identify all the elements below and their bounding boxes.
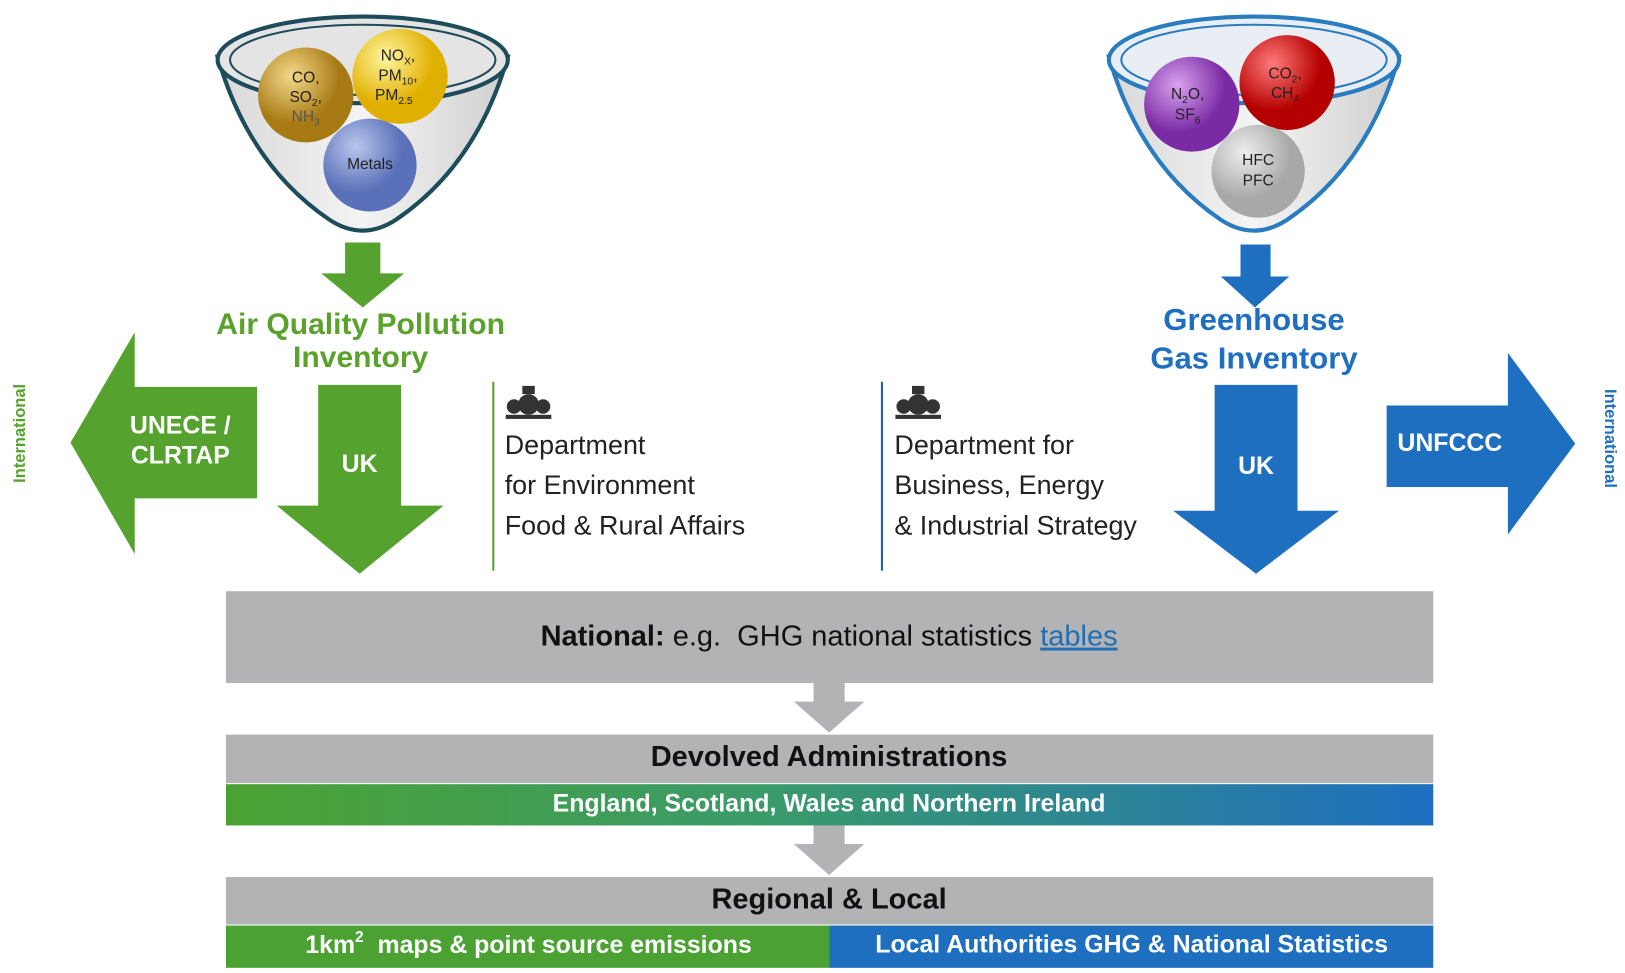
text: National: xyxy=(541,620,665,652)
regional-right-text: Local Authorities GHG & National Statist… xyxy=(875,932,1388,959)
arrow xyxy=(276,384,444,574)
text: NO xyxy=(381,48,404,65)
text: CH xyxy=(1271,85,1293,102)
text: SO xyxy=(289,89,311,106)
crest xyxy=(895,385,942,419)
text: O, xyxy=(1188,86,1204,103)
department: for Environment xyxy=(505,470,696,500)
national-text: National: e.g. GHG national statistics t… xyxy=(541,620,1118,652)
regional-left xyxy=(225,925,830,968)
arrow-label: UNFCCC xyxy=(1397,430,1502,457)
department: & Industrial Strategy xyxy=(894,510,1137,540)
text: 4 xyxy=(1293,94,1299,105)
text: NH xyxy=(292,109,314,126)
arrow xyxy=(70,332,258,555)
text: 2 xyxy=(1182,95,1188,106)
title: Inventory xyxy=(293,341,429,374)
ghg-funnel: N2O, SF6 CO2, CH4 HFC PFC xyxy=(1106,14,1402,233)
arrow xyxy=(793,683,865,733)
ball-label: N2O, SF6 xyxy=(1171,86,1204,127)
ball-label: HFC PFC xyxy=(1242,152,1274,190)
text: N xyxy=(1171,86,1182,103)
text: 2 xyxy=(1292,75,1298,86)
text: CO xyxy=(1268,65,1291,82)
regional-right xyxy=(829,925,1434,968)
air-funnel: CO, SO2, NH3 NOX, PM10, PM2.5 Metals xyxy=(214,14,511,233)
arrow-label: UK xyxy=(1238,453,1274,480)
department: Food & Rural Affairs xyxy=(505,510,746,540)
text: 3 xyxy=(314,118,320,129)
text: 10 xyxy=(402,77,414,88)
devolved-box xyxy=(225,734,1434,784)
text: , xyxy=(1297,65,1301,82)
ball-label: CO, SO2, NH3 xyxy=(289,70,322,129)
title: Greenhouse xyxy=(1163,302,1344,337)
arrow xyxy=(1386,352,1576,535)
regional-left-text: 1km2 maps & point source emissions xyxy=(305,929,751,959)
arrow xyxy=(1220,244,1290,308)
arrow xyxy=(321,242,405,308)
title: Air Quality Pollution xyxy=(216,308,505,341)
text: e.g. GHG national statistics xyxy=(665,620,1041,652)
department: Department for xyxy=(894,430,1074,460)
crest xyxy=(505,385,552,419)
text: 2 xyxy=(355,929,364,946)
ball-label: NOX, PM10, PM2.5 xyxy=(375,48,418,107)
ball-label: CO2, CH4 xyxy=(1268,65,1301,105)
ball-label: Metals xyxy=(347,156,393,173)
side-label: International xyxy=(10,384,29,483)
arrow-label: UK xyxy=(342,451,378,478)
arrow xyxy=(1173,384,1339,574)
title: Gas Inventory xyxy=(1150,340,1358,375)
text: 2 xyxy=(312,98,318,109)
text: , xyxy=(318,89,322,106)
regional-title: Regional & Local xyxy=(711,883,946,915)
text: , xyxy=(411,48,415,65)
text: X xyxy=(404,57,411,68)
devolved-title: Devolved Administrations xyxy=(651,741,1008,773)
text: PM xyxy=(378,67,401,84)
national-box xyxy=(225,591,1434,684)
devolved-band xyxy=(225,784,1434,826)
text: , xyxy=(413,67,417,84)
text: CO, xyxy=(292,70,320,87)
text: maps & point source emissions xyxy=(364,932,752,959)
side-label: International xyxy=(1601,389,1620,488)
regional-box xyxy=(225,877,1434,925)
arrow-label: UNECE / xyxy=(130,413,231,440)
text: HFC xyxy=(1242,152,1274,169)
text: PM xyxy=(375,87,398,104)
link[interactable]: tables xyxy=(1040,620,1117,652)
department: Department xyxy=(505,430,646,460)
text: 6 xyxy=(1195,116,1201,127)
department: Business, Energy xyxy=(894,470,1104,500)
text: 2.5 xyxy=(398,96,413,107)
text: SF xyxy=(1175,107,1195,124)
arrow-label: CLRTAP xyxy=(131,443,230,470)
arrow xyxy=(793,825,865,875)
devolved-detail: England, Scotland, Wales and Northern Ir… xyxy=(553,790,1106,817)
text: 1km xyxy=(305,932,355,959)
text: PFC xyxy=(1243,173,1274,190)
